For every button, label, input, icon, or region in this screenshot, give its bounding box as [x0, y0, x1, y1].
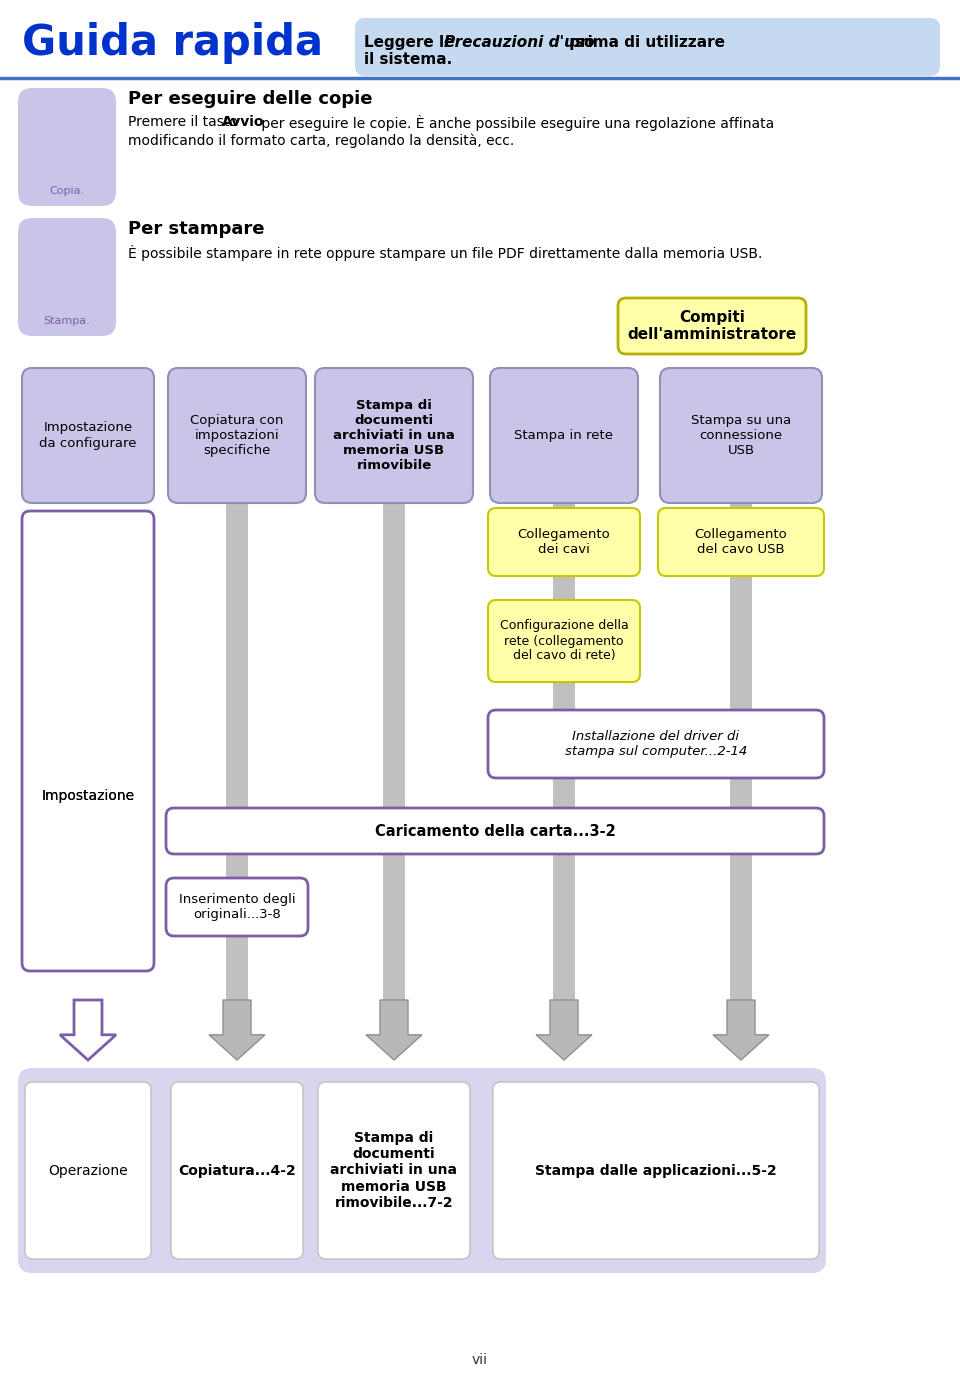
Text: Copia.: Copia.: [49, 186, 84, 196]
FancyBboxPatch shape: [168, 368, 306, 503]
Text: Copiatura con
impostazioni
specifiche: Copiatura con impostazioni specifiche: [190, 413, 284, 456]
FancyBboxPatch shape: [315, 368, 473, 503]
Text: Impostazione: Impostazione: [41, 789, 134, 803]
Text: Avvio: Avvio: [222, 115, 265, 129]
Text: Impostazione
da configurare: Impostazione da configurare: [39, 422, 136, 449]
FancyBboxPatch shape: [660, 368, 822, 503]
Polygon shape: [713, 1000, 769, 1060]
Text: Installazione del driver di
stampa sul computer...2-14: Installazione del driver di stampa sul c…: [564, 730, 747, 759]
FancyBboxPatch shape: [171, 1082, 303, 1259]
FancyBboxPatch shape: [658, 508, 824, 576]
Bar: [383, 503, 405, 1000]
Text: Precauzioni d'uso: Precauzioni d'uso: [444, 35, 594, 50]
FancyBboxPatch shape: [355, 18, 940, 76]
Text: Stampa dalle applicazioni...5-2: Stampa dalle applicazioni...5-2: [535, 1164, 777, 1178]
FancyBboxPatch shape: [166, 809, 824, 854]
Text: Impostazione: Impostazione: [41, 789, 134, 803]
Text: Stampa di
documenti
archiviati in una
memoria USB
rimovibile: Stampa di documenti archiviati in una me…: [333, 399, 455, 472]
FancyBboxPatch shape: [18, 1068, 826, 1273]
Text: Collegamento
dei cavi: Collegamento dei cavi: [517, 528, 611, 556]
Text: Collegamento
del cavo USB: Collegamento del cavo USB: [695, 528, 787, 556]
Bar: [226, 503, 248, 1000]
Text: il sistema.: il sistema.: [364, 51, 452, 67]
Text: modificando il formato carta, regolando la densità, ecc.: modificando il formato carta, regolando …: [128, 133, 515, 147]
Polygon shape: [536, 1000, 592, 1060]
FancyBboxPatch shape: [18, 87, 116, 207]
Text: prima di utilizzare: prima di utilizzare: [564, 35, 725, 50]
Text: Configurazione della
rete (collegamento
del cavo di rete): Configurazione della rete (collegamento …: [499, 620, 629, 663]
Text: per eseguire le copie. È anche possibile eseguire una regolazione affinata: per eseguire le copie. È anche possibile…: [257, 115, 775, 130]
Text: Inserimento degli
originali...3-8: Inserimento degli originali...3-8: [179, 893, 296, 921]
FancyBboxPatch shape: [488, 710, 824, 778]
Text: Stampa di
documenti
archiviati in una
memoria USB
rimovibile...7-2: Stampa di documenti archiviati in una me…: [330, 1132, 458, 1209]
FancyBboxPatch shape: [490, 368, 638, 503]
Text: Stampa.: Stampa.: [43, 316, 90, 326]
Text: Operazione: Operazione: [48, 1164, 128, 1178]
FancyBboxPatch shape: [318, 1082, 470, 1259]
Text: Leggere le: Leggere le: [364, 35, 460, 50]
Text: Stampa su una
connessione
USB: Stampa su una connessione USB: [691, 413, 791, 456]
FancyBboxPatch shape: [22, 510, 154, 971]
Bar: [553, 503, 575, 1000]
Text: Compiti
dell'amministratore: Compiti dell'amministratore: [628, 309, 797, 343]
Text: Copiatura...4-2: Copiatura...4-2: [179, 1164, 296, 1178]
Text: Caricamento della carta...3-2: Caricamento della carta...3-2: [374, 824, 615, 839]
FancyBboxPatch shape: [166, 878, 308, 936]
Polygon shape: [366, 1000, 422, 1060]
FancyBboxPatch shape: [488, 601, 640, 682]
Text: vii: vii: [472, 1352, 488, 1368]
FancyBboxPatch shape: [618, 298, 806, 354]
FancyBboxPatch shape: [18, 218, 116, 336]
Text: Premere il tasto: Premere il tasto: [128, 115, 242, 129]
FancyBboxPatch shape: [488, 508, 640, 576]
Text: Per stampare: Per stampare: [128, 221, 265, 239]
Text: Stampa in rete: Stampa in rete: [515, 429, 613, 442]
FancyBboxPatch shape: [493, 1082, 819, 1259]
Text: È possibile stampare in rete oppure stampare un file PDF direttamente dalla memo: È possibile stampare in rete oppure stam…: [128, 245, 762, 261]
Polygon shape: [209, 1000, 265, 1060]
Text: Per eseguire delle copie: Per eseguire delle copie: [128, 90, 372, 108]
FancyBboxPatch shape: [22, 368, 154, 503]
Bar: [730, 503, 752, 1000]
Text: Guida rapida: Guida rapida: [22, 22, 323, 64]
FancyBboxPatch shape: [25, 1082, 151, 1259]
Polygon shape: [60, 1000, 116, 1060]
